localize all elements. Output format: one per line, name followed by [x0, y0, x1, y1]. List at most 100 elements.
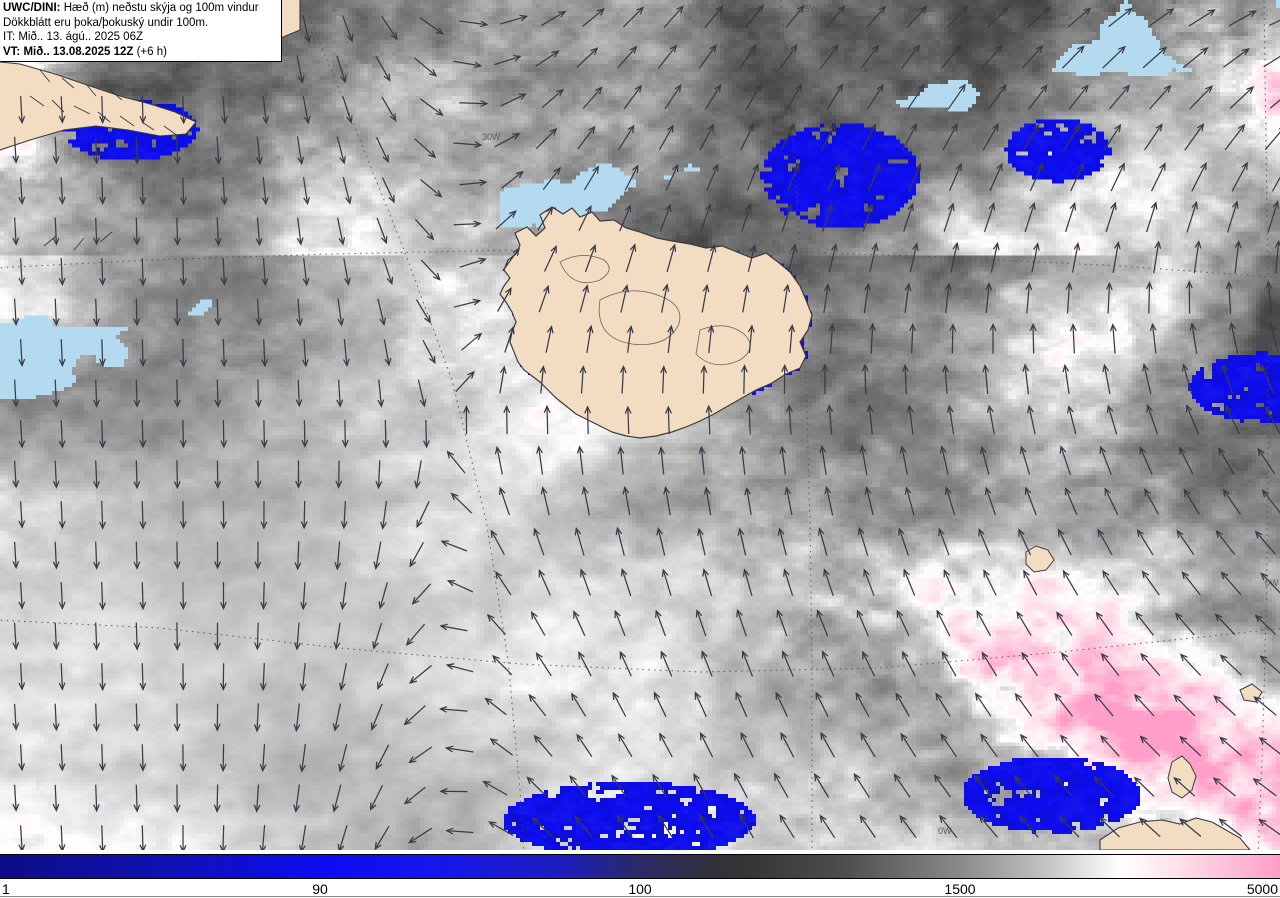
wind-arrow [530, 610, 546, 636]
wind-arrow [899, 445, 909, 475]
wind-arrow [298, 825, 307, 850]
coast-detail-0 [29, 95, 179, 137]
wind-arrow [370, 703, 383, 731]
wind-arrow [822, 203, 833, 232]
wind-arrow [1102, 363, 1111, 395]
wind-arrow [1153, 240, 1162, 274]
wind-arrow [939, 445, 949, 475]
wind-arrow [1178, 818, 1202, 837]
wind-arrow [943, 202, 955, 232]
wind-arrow [18, 339, 26, 368]
wind-arrow [1212, 777, 1236, 797]
wind-arrow [300, 500, 308, 530]
coastline-scotland [1099, 817, 1251, 850]
wind-arrow [1026, 404, 1036, 435]
wind-arrow [220, 338, 228, 368]
wind-arrow [866, 5, 887, 28]
wind-arrow [1016, 610, 1032, 636]
wind-arrow [501, 170, 524, 189]
wind-arrow [179, 420, 187, 449]
wind-arrow [821, 650, 835, 677]
wind-arrow [856, 609, 869, 637]
coast-detail-2 [43, 231, 113, 251]
wind-arrow [573, 610, 586, 637]
forecast-map[interactable]: 15W 30W 0W 0W [0, 0, 1280, 850]
coast-detail-1 [39, 69, 123, 101]
wind-arrow [1109, 323, 1117, 354]
wind-arrow [1223, 48, 1250, 68]
wind-arrow [1060, 734, 1080, 757]
wind-arrow [259, 663, 267, 692]
wind-arrow [446, 580, 474, 593]
wind-arrow [133, 703, 141, 732]
wind-arrow [776, 609, 788, 637]
wind-arrow [1188, 9, 1216, 27]
wind-arrow [785, 4, 805, 28]
wind-arrow [539, 365, 547, 394]
wind-arrow [1062, 569, 1079, 596]
wind-arrow [741, 203, 752, 232]
wind-arrow [623, 84, 643, 110]
wind-arrow [52, 784, 60, 813]
wind-arrow [574, 815, 593, 838]
wind-arrow [1112, 241, 1121, 273]
wind-arrow [1218, 447, 1235, 475]
wind-arrow [1264, 127, 1280, 151]
wind-arrow [337, 825, 348, 850]
wind-arrow [179, 338, 187, 368]
wind-arrow [1214, 613, 1236, 636]
wind-arrow [139, 582, 147, 611]
wind-arrow [1267, 200, 1280, 233]
graticule-label-0w-3: 0W [938, 826, 952, 836]
wind-arrow [1141, 570, 1160, 596]
wind-arrow [1149, 84, 1172, 110]
wind-arrow [1069, 323, 1077, 354]
wind-arrow [946, 404, 955, 435]
wind-arrow [543, 404, 551, 435]
wind-arrow [543, 245, 557, 272]
wind-arrow [450, 492, 473, 514]
wind-arrow [1100, 652, 1120, 676]
wind-arrow [978, 527, 991, 556]
wind-arrow [901, 123, 918, 151]
wind-arrow [1135, 611, 1154, 636]
wind-arrow [984, 486, 996, 516]
wind-arrow [414, 218, 435, 241]
wind-arrow [1173, 776, 1196, 797]
wind-arrow [624, 164, 639, 191]
wind-arrow [1259, 655, 1280, 674]
wind-arrow [255, 136, 263, 166]
wind-arrow [1184, 123, 1205, 151]
wind-arrow [255, 379, 262, 409]
wind-arrow [1139, 446, 1153, 475]
wind-arrow [1260, 363, 1275, 395]
wind-arrow [254, 541, 262, 570]
wind-arrow [214, 379, 222, 408]
wind-arrow [781, 650, 794, 677]
wind-arrow [139, 96, 147, 125]
wind-arrow [52, 379, 60, 408]
wind-arrow [862, 202, 874, 232]
wind-arrow [706, 163, 719, 191]
wind-arrow [417, 379, 427, 408]
wind-arrow [1254, 530, 1277, 555]
wind-arrow [698, 44, 717, 69]
wind-arrow [261, 257, 269, 287]
wind-arrow [862, 650, 876, 677]
wind-arrow [901, 650, 916, 677]
wind-arrow [1100, 735, 1120, 757]
wind-arrow [1140, 652, 1161, 677]
wind-arrow [1228, 10, 1258, 27]
wind-arrow [173, 622, 181, 651]
wind-arrow [667, 324, 674, 353]
wind-arrow [658, 124, 674, 151]
wind-arrow [536, 445, 544, 475]
wind-arrow [12, 136, 20, 164]
wind-arrow [18, 96, 26, 125]
colorbar-baseline [0, 896, 1280, 897]
wind-arrow [744, 486, 752, 516]
wind-arrow [219, 663, 227, 692]
coastline-greenland-east [0, 61, 197, 151]
wind-arrow [540, 486, 550, 516]
colorbar-tick-labels: 1 90 100 1500 5000 [0, 880, 1280, 898]
